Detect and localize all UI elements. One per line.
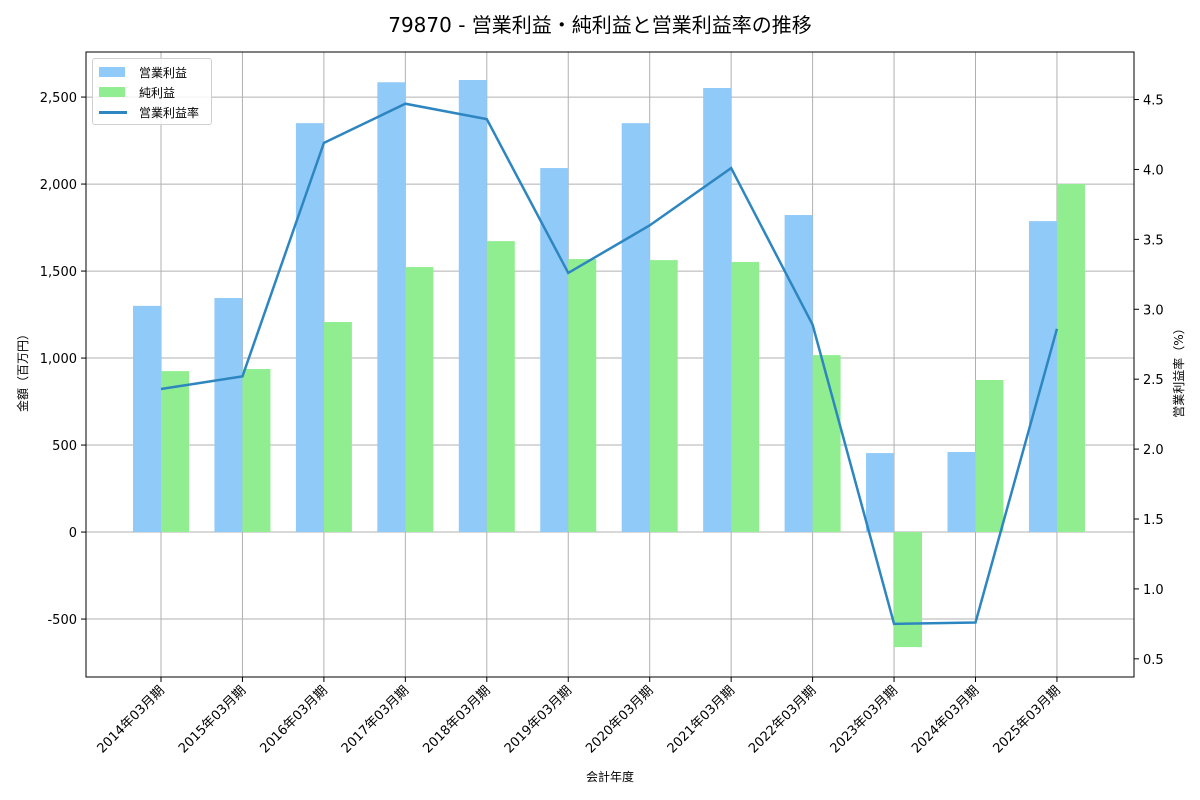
legend-item-net-profit: 純利益: [99, 82, 205, 102]
net-profit-bar: [894, 532, 923, 648]
y-left-tick-label: 1,000: [40, 352, 77, 367]
x-tick-label: 2020年03月期: [583, 683, 656, 756]
operating-profit-bar: [703, 88, 732, 533]
x-tick-label: 2019年03月期: [502, 683, 575, 756]
legend-label: 営業利益: [139, 65, 188, 80]
y-right-tick-label: 4.5: [1143, 94, 1164, 109]
x-tick-label: 2016年03月期: [257, 683, 330, 756]
y-left-tick-label: 500: [52, 439, 77, 454]
y-right-tick-label: 0.5: [1143, 653, 1164, 668]
y-left-tick-label: 1,500: [40, 265, 77, 280]
y-right-tick-label: 1.5: [1143, 513, 1164, 528]
net-profit-bar: [649, 260, 678, 533]
legend: 営業利益 純利益 営業利益率: [92, 58, 212, 125]
net-profit-bar: [405, 267, 434, 533]
x-axis-label: 会計年度: [586, 769, 634, 784]
x-tick-label: 2014年03月期: [95, 683, 168, 756]
y-axis-left: -500 0 500 1,000 1,500 2,000 2,500: [40, 91, 86, 628]
net-profit-bar: [486, 241, 515, 533]
chart-title: 79870 - 営業利益・純利益と営業利益率の推移: [388, 13, 812, 37]
legend-item-operating-profit: 営業利益: [99, 62, 205, 82]
x-tick-label: 2022年03月期: [746, 683, 819, 756]
operating-profit-bar: [133, 305, 161, 533]
net-profit-bar: [242, 369, 271, 533]
operating-margin-line: [160, 102, 1059, 626]
x-tick-label: 2025年03月期: [990, 683, 1063, 756]
y-left-tick-label: 2,000: [40, 178, 77, 193]
y-right-tick-label: 2.0: [1143, 443, 1164, 458]
y-axis-left-label: 金額（百万円）: [15, 328, 30, 412]
operating-profit-bar: [458, 80, 487, 533]
y-right-tick-label: 1.0: [1143, 583, 1164, 598]
operating-profit-bar: [866, 453, 895, 533]
x-tick-label: 2021年03月期: [665, 683, 738, 756]
operating-profit-swatch-icon: [99, 67, 125, 77]
operating-profit-bar: [621, 123, 650, 533]
plot-frame: [85, 51, 1135, 678]
operating-margin-line-icon: [99, 110, 127, 114]
y-left-tick-label: 0: [69, 526, 77, 541]
operating-profit-bar: [377, 82, 406, 533]
net-profit-bar: [161, 371, 189, 533]
net-profit-bar: [812, 355, 841, 533]
net-profit-bar: [568, 259, 597, 533]
operating-profit-bar: [214, 298, 243, 533]
x-tick-label: 2024年03月期: [909, 683, 982, 756]
legend-label: 純利益: [139, 85, 176, 100]
operating-profit-bar: [295, 123, 324, 533]
margin-line-series: [160, 102, 1059, 626]
operating-profit-bar: [784, 215, 813, 533]
x-tick-label: 2018年03月期: [420, 683, 493, 756]
legend-item-operating-margin: 営業利益率: [99, 102, 205, 122]
grid-lines: [86, 52, 1134, 677]
y-axis-right: 0.5 1.0 1.5 2.0 2.5 3.0 3.5 4.0 4.5: [1134, 94, 1164, 668]
legend-label: 営業利益率: [139, 105, 200, 120]
y-right-tick-label: 2.5: [1143, 373, 1164, 388]
bar-series: [133, 80, 1085, 648]
operating-profit-bar: [947, 452, 976, 533]
net-profit-bar: [323, 322, 352, 533]
y-right-tick-label: 3.0: [1143, 303, 1164, 318]
net-profit-bar: [731, 262, 760, 533]
y-left-tick-label: 2,500: [40, 91, 77, 106]
net-profit-bar: [1056, 184, 1085, 533]
x-tick-label: 2015年03月期: [176, 683, 249, 756]
y-right-tick-label: 3.5: [1143, 233, 1164, 248]
y-left-tick-label: -500: [47, 613, 77, 628]
x-tick-label: 2017年03月期: [339, 683, 412, 756]
y-right-tick-label: 4.0: [1143, 163, 1164, 178]
x-axis: 2014年03月期 2015年03月期 2016年03月期 2017年03月期 2018…: [95, 677, 1064, 757]
net-profit-bar: [975, 379, 1004, 533]
x-tick-label: 2023年03月期: [828, 683, 901, 756]
y-axis-right-label: 営業利益率（%）: [1171, 322, 1186, 417]
operating-profit-bar: [540, 168, 569, 533]
net-profit-swatch-icon: [99, 87, 125, 97]
